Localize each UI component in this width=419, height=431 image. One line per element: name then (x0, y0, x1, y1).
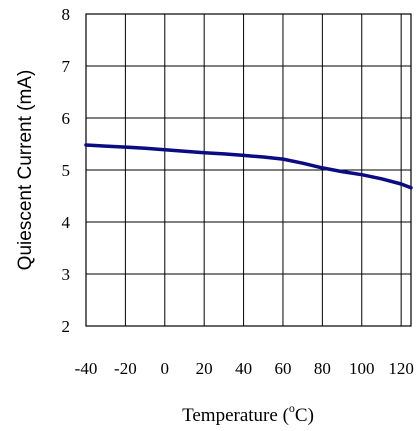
grid (85, 13, 411, 327)
x-tick-label: -40 (75, 359, 98, 378)
y-tick-label: 6 (62, 109, 71, 128)
plot-frame (85, 13, 412, 327)
x-tick-label: 60 (274, 359, 291, 378)
x-tick-label: 80 (314, 359, 331, 378)
x-tick-labels: -40 -20 0 20 40 60 80 100 120 (75, 359, 414, 378)
y-tick-label: 3 (62, 265, 71, 284)
x-axis-label-main: Temperature ( (182, 405, 289, 426)
x-tick-label: 40 (235, 359, 252, 378)
x-tick-label: 100 (349, 359, 375, 378)
y-tick-label: 2 (62, 317, 71, 336)
x-tick-label: -20 (114, 359, 137, 378)
x-axis-label-end: C) (295, 405, 314, 426)
x-axis-label: Temperature (oC) (182, 401, 314, 426)
x-axis-label-sup: o (289, 401, 295, 415)
y-tick-labels: 2 3 4 5 6 7 8 (62, 5, 71, 336)
x-tick-label: 0 (161, 359, 170, 378)
series-layer (84, 143, 413, 190)
series-line (84, 143, 413, 190)
y-tick-label: 5 (62, 161, 71, 180)
y-axis-label: Quiescent Current (mA) (15, 70, 36, 271)
x-tick-label: 120 (388, 359, 414, 378)
x-tick-label: 20 (196, 359, 213, 378)
y-tick-label: 7 (62, 57, 71, 76)
y-tick-label: 4 (62, 213, 71, 232)
y-tick-label: 8 (62, 5, 71, 24)
